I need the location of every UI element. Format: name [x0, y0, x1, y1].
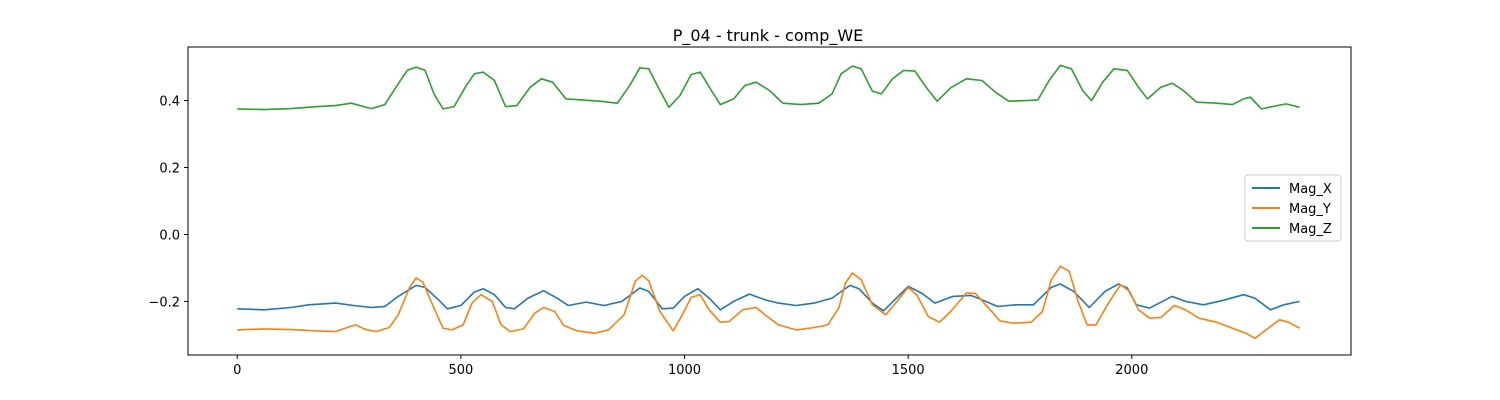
legend-label: Mag_X [1289, 182, 1332, 197]
series-line-mag-y [237, 265, 1300, 340]
series-line-mag-z [237, 64, 1300, 111]
legend: Mag_X Mag_Y Mag_Z [1244, 174, 1342, 242]
legend-label: Mag_Z [1289, 222, 1332, 237]
y-tick-label: 0.0 [159, 228, 180, 243]
y-tick-label: 0.4 [159, 95, 180, 110]
series-line-mag-x [237, 283, 1300, 312]
x-axis-ticks: 0 500 1000 1500 2000 [233, 355, 1148, 378]
x-tick-label: 500 [448, 363, 473, 378]
chart-title: P_04 - trunk - comp_WE [673, 26, 864, 46]
y-tick-label: −0.2 [148, 295, 180, 310]
x-tick-label: 0 [233, 363, 241, 378]
y-axis-ticks: −0.2 0.0 0.2 0.4 [148, 95, 188, 310]
plot-area-frame [187, 46, 1352, 356]
x-tick-label: 1000 [668, 363, 701, 378]
series-lines [237, 64, 1300, 340]
y-tick-label: 0.2 [159, 162, 180, 177]
x-tick-label: 1500 [892, 363, 925, 378]
x-tick-label: 2000 [1115, 363, 1148, 378]
legend-label: Mag_Y [1289, 202, 1331, 217]
legend-box [1244, 174, 1342, 242]
